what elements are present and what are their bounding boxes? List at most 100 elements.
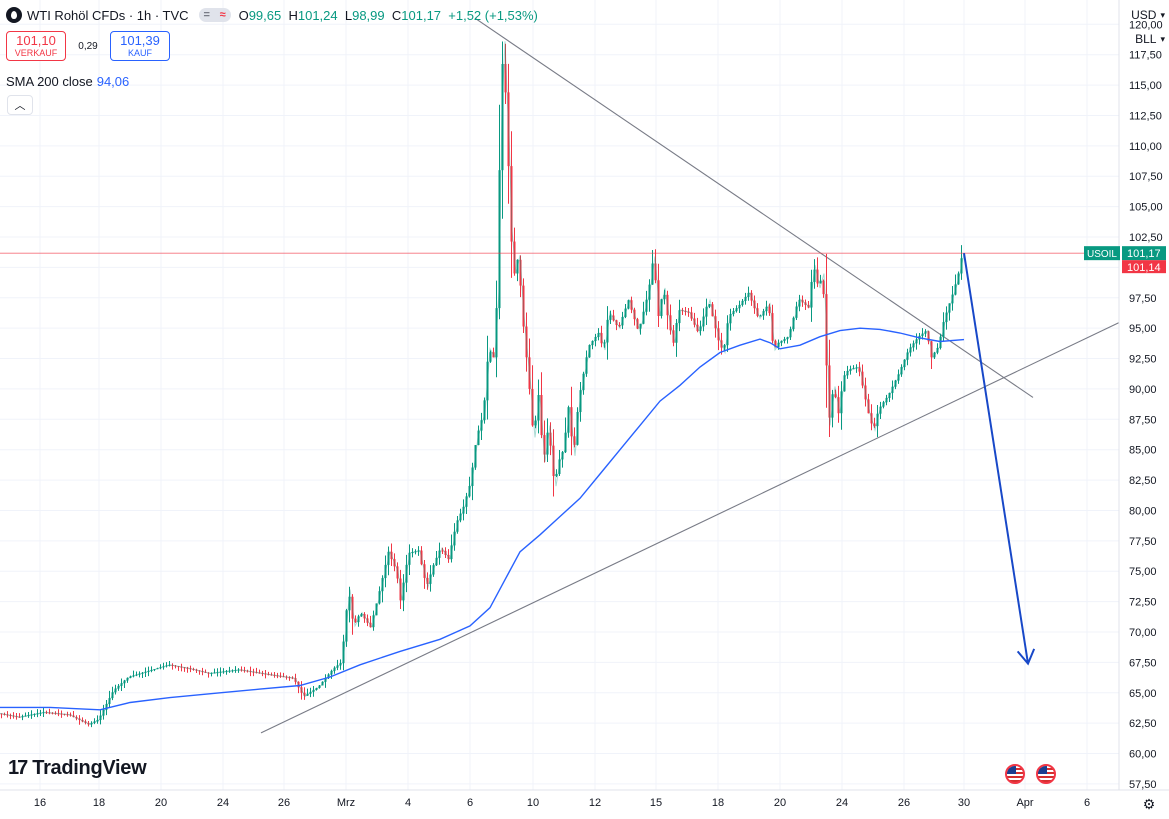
gear-icon[interactable]: ⚙ xyxy=(1142,795,1156,812)
candle-body xyxy=(480,420,483,431)
price-tick-label: 117,50 xyxy=(1129,50,1162,62)
us-event-flag-icon[interactable] xyxy=(1005,764,1025,784)
candle-body xyxy=(105,703,108,710)
candle-body xyxy=(165,665,168,667)
candle-body xyxy=(609,315,612,320)
sma-legend[interactable]: SMA 200 close 94,06 xyxy=(6,74,129,89)
candle-body xyxy=(24,715,27,717)
price-series-line xyxy=(0,41,965,725)
candle-body xyxy=(150,669,153,671)
candle-body xyxy=(726,323,729,346)
candle-body xyxy=(900,367,903,375)
candle-body xyxy=(852,368,855,370)
candle-body xyxy=(744,296,747,301)
candle-body xyxy=(87,722,90,725)
candle-body xyxy=(786,337,789,340)
candle-body xyxy=(519,259,522,286)
candle-body xyxy=(435,557,438,566)
candle-body xyxy=(813,269,816,282)
candle-body xyxy=(285,676,288,678)
candle-body xyxy=(408,552,411,565)
candle-body xyxy=(219,671,222,673)
candle-body xyxy=(39,712,42,714)
price-tick-label: 57,50 xyxy=(1129,779,1157,791)
oil-drop-icon xyxy=(6,7,22,23)
candle-body xyxy=(441,550,444,552)
candle-body xyxy=(279,675,282,677)
time-tick-label: 24 xyxy=(836,797,848,809)
candle-body xyxy=(930,341,933,358)
price-tick-label: 112,50 xyxy=(1129,110,1162,122)
candle-body xyxy=(249,671,252,673)
collapse-legend-button[interactable]: ︿ xyxy=(7,95,33,115)
candle-body xyxy=(696,324,699,331)
candle-body xyxy=(951,294,954,304)
candle-body xyxy=(507,92,510,167)
candle-body xyxy=(306,693,309,696)
candle-body xyxy=(651,263,654,285)
candle-body xyxy=(534,420,537,426)
tradingview-logo[interactable]: 17 TradingView xyxy=(8,757,147,780)
current-price-symbol-box xyxy=(1084,246,1120,261)
sell-button[interactable]: 101,10 VERKAUF xyxy=(6,31,66,61)
candle-body xyxy=(198,670,201,672)
candle-body xyxy=(108,698,111,704)
sell-label: VERKAUF xyxy=(14,48,58,58)
us-event-flag-icon[interactable] xyxy=(1036,764,1056,784)
sma-label: SMA 200 close xyxy=(6,74,93,89)
candle-body xyxy=(723,345,726,348)
candle-body xyxy=(678,310,681,324)
candle-body xyxy=(141,672,144,674)
candle-body xyxy=(162,666,165,668)
symbol-title[interactable]: WTI Rohöl CFDs · 1h · TVC xyxy=(27,7,189,23)
candle-body xyxy=(144,671,147,673)
price-tick-label: 62,50 xyxy=(1129,718,1157,730)
currency-label: USD xyxy=(1131,8,1157,22)
candle-body xyxy=(27,715,30,717)
price-tick-label: 80,00 xyxy=(1129,505,1157,517)
candle-body xyxy=(303,692,306,696)
candle-body xyxy=(453,531,456,546)
time-tick-label: 20 xyxy=(155,797,167,809)
time-tick-label: 10 xyxy=(527,797,539,809)
candle-body xyxy=(498,170,501,309)
current-price-label: USOIL 101,17 101,14 xyxy=(1084,246,1166,274)
candle-body xyxy=(210,672,213,674)
candle-body xyxy=(174,665,177,667)
chart-legend-header: WTI Rohöl CFDs · 1h · TVC = ≈ O99,65 H101… xyxy=(6,5,538,25)
candle-body xyxy=(66,714,69,716)
candle-body xyxy=(402,582,405,601)
candle-body xyxy=(357,616,360,623)
candle-body xyxy=(255,672,258,674)
candle-body xyxy=(801,299,804,303)
candle-body xyxy=(849,368,852,371)
candle-body xyxy=(387,551,390,565)
low-value: 98,99 xyxy=(352,7,385,23)
candle-body xyxy=(99,715,102,720)
candle-body xyxy=(483,400,486,421)
candle-body xyxy=(681,310,684,312)
candle-body xyxy=(189,668,192,670)
candle-body xyxy=(243,670,246,672)
candle-body xyxy=(270,674,273,676)
price-tick-label: 72,50 xyxy=(1129,597,1157,609)
candle-body xyxy=(240,669,243,671)
candle-body xyxy=(15,716,18,718)
candle-body xyxy=(528,357,531,389)
candle-body xyxy=(381,578,384,592)
price-tick-label: 82,50 xyxy=(1129,475,1157,487)
currency-dropdown[interactable]: USD ▾ xyxy=(1131,8,1165,22)
candle-body xyxy=(573,436,576,445)
buy-button[interactable]: 101,39 KAUF xyxy=(110,31,170,61)
candle-body xyxy=(732,311,735,315)
candle-body xyxy=(717,328,720,341)
candle-body xyxy=(837,397,840,414)
current-price-value-box xyxy=(1122,246,1166,261)
candle-body xyxy=(891,386,894,393)
price-tick-label: 102,50 xyxy=(1129,232,1163,244)
candle-body xyxy=(789,329,792,338)
unit-dropdown[interactable]: BLL ▾ xyxy=(1135,32,1165,46)
candle-body xyxy=(393,559,396,567)
compare-toggle[interactable]: = ≈ xyxy=(198,8,231,22)
